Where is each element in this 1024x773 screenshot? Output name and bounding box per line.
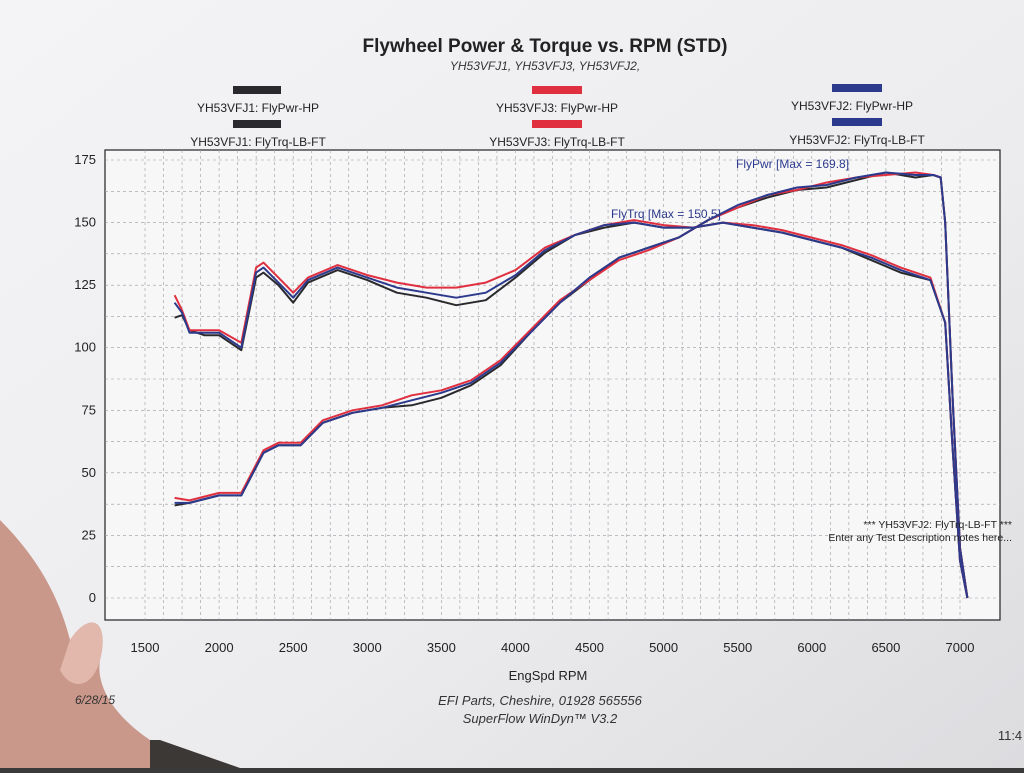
legend-swatch-vfj2-hp (832, 84, 882, 92)
x-tick-label: 5000 (649, 640, 678, 655)
x-tick-label: 3000 (353, 640, 382, 655)
grid (105, 150, 1000, 620)
test-note-title: *** YH53VFJ2: FlyTrq-LB-FT *** (863, 519, 1012, 531)
legend-label-vfj2-tq: YH53VFJ2: FlyTrq-LB-FT (789, 133, 925, 147)
footer-time: 11:4 (998, 728, 1022, 743)
x-tick-label: 4000 (501, 640, 530, 655)
legend-swatch-vfj2-tq (832, 118, 882, 126)
x-tick-label: 2000 (205, 640, 234, 655)
x-tick-label: 2500 (279, 640, 308, 655)
series-line-yh53vfj2-flypwr-hp (174, 171, 969, 599)
x-tick-label: 5500 (723, 640, 752, 655)
chart-title: Flywheel Power & Torque vs. RPM (STD) (363, 36, 728, 57)
legend-swatch-vfj3-tq (532, 120, 582, 128)
legend-swatch-vfj1-tq (233, 120, 281, 128)
footer-date: 6/28/15 (75, 693, 115, 707)
legend-label-vfj3-tq: YH53VFJ3: FlyTrq-LB-FT (489, 135, 625, 149)
x-tick-label: 7000 (946, 640, 975, 655)
x-axis-title: EngSpd RPM (509, 668, 588, 683)
x-tick-label: 3500 (427, 640, 456, 655)
y-tick-label: 0 (89, 590, 96, 605)
x-axis: 1500 2000 2500 3000 3500 4000 4500 5000 5500 6000… (131, 640, 975, 655)
thumb-nail (60, 622, 103, 684)
legend-swatch-vfj1-hp (233, 86, 281, 94)
x-tick-label: 4500 (575, 640, 604, 655)
chart-subtitle: YH53VFJ1, YH53VFJ3, YH53VFJ2, (450, 59, 640, 73)
y-tick-label: 100 (74, 340, 96, 355)
y-tick-label: 150 (74, 215, 96, 230)
max-power-annotation: FlyPwr [Max = 169.8] (736, 157, 849, 171)
y-axis: 175 150 125 100 75 50 25 0 (74, 152, 96, 605)
y-tick-label: 75 (82, 402, 96, 417)
x-tick-label: 6500 (871, 640, 900, 655)
series-line-yh53vfj2-flytrq-lb-ft (173, 221, 969, 599)
footer-company: EFI Parts, Cheshire, 01928 565556 (438, 693, 643, 708)
max-torque-annotation: FlyTrq [Max = 150.5] (611, 207, 721, 221)
footer-software: SuperFlow WinDyn™ V3.2 (463, 711, 618, 726)
y-tick-label: 50 (82, 465, 96, 480)
y-tick-label: 175 (74, 152, 96, 167)
series-layer (173, 171, 969, 599)
x-tick-label: 1500 (131, 640, 160, 655)
x-tick-label: 6000 (797, 640, 826, 655)
legend-label-vfj1-tq: YH53VFJ1: FlyTrq-LB-FT (190, 135, 326, 149)
legend-label-vfj1-hp: YH53VFJ1: FlyPwr-HP (197, 101, 319, 115)
legend-label-vfj3-hp: YH53VFJ3: FlyPwr-HP (496, 101, 618, 115)
y-tick-label: 125 (74, 277, 96, 292)
legend-swatch-vfj3-hp (532, 86, 582, 94)
y-tick-label: 25 (82, 527, 96, 542)
legend-label-vfj2-hp: YH53VFJ2: FlyPwr-HP (791, 99, 913, 113)
test-note-text: Enter any Test Description notes here... (828, 532, 1012, 544)
legend: YH53VFJ1: FlyPwr-HP YH53VFJ1: FlyTrq-LB-… (190, 84, 925, 149)
series-line-yh53vfj3-flypwr-hp (174, 171, 969, 599)
